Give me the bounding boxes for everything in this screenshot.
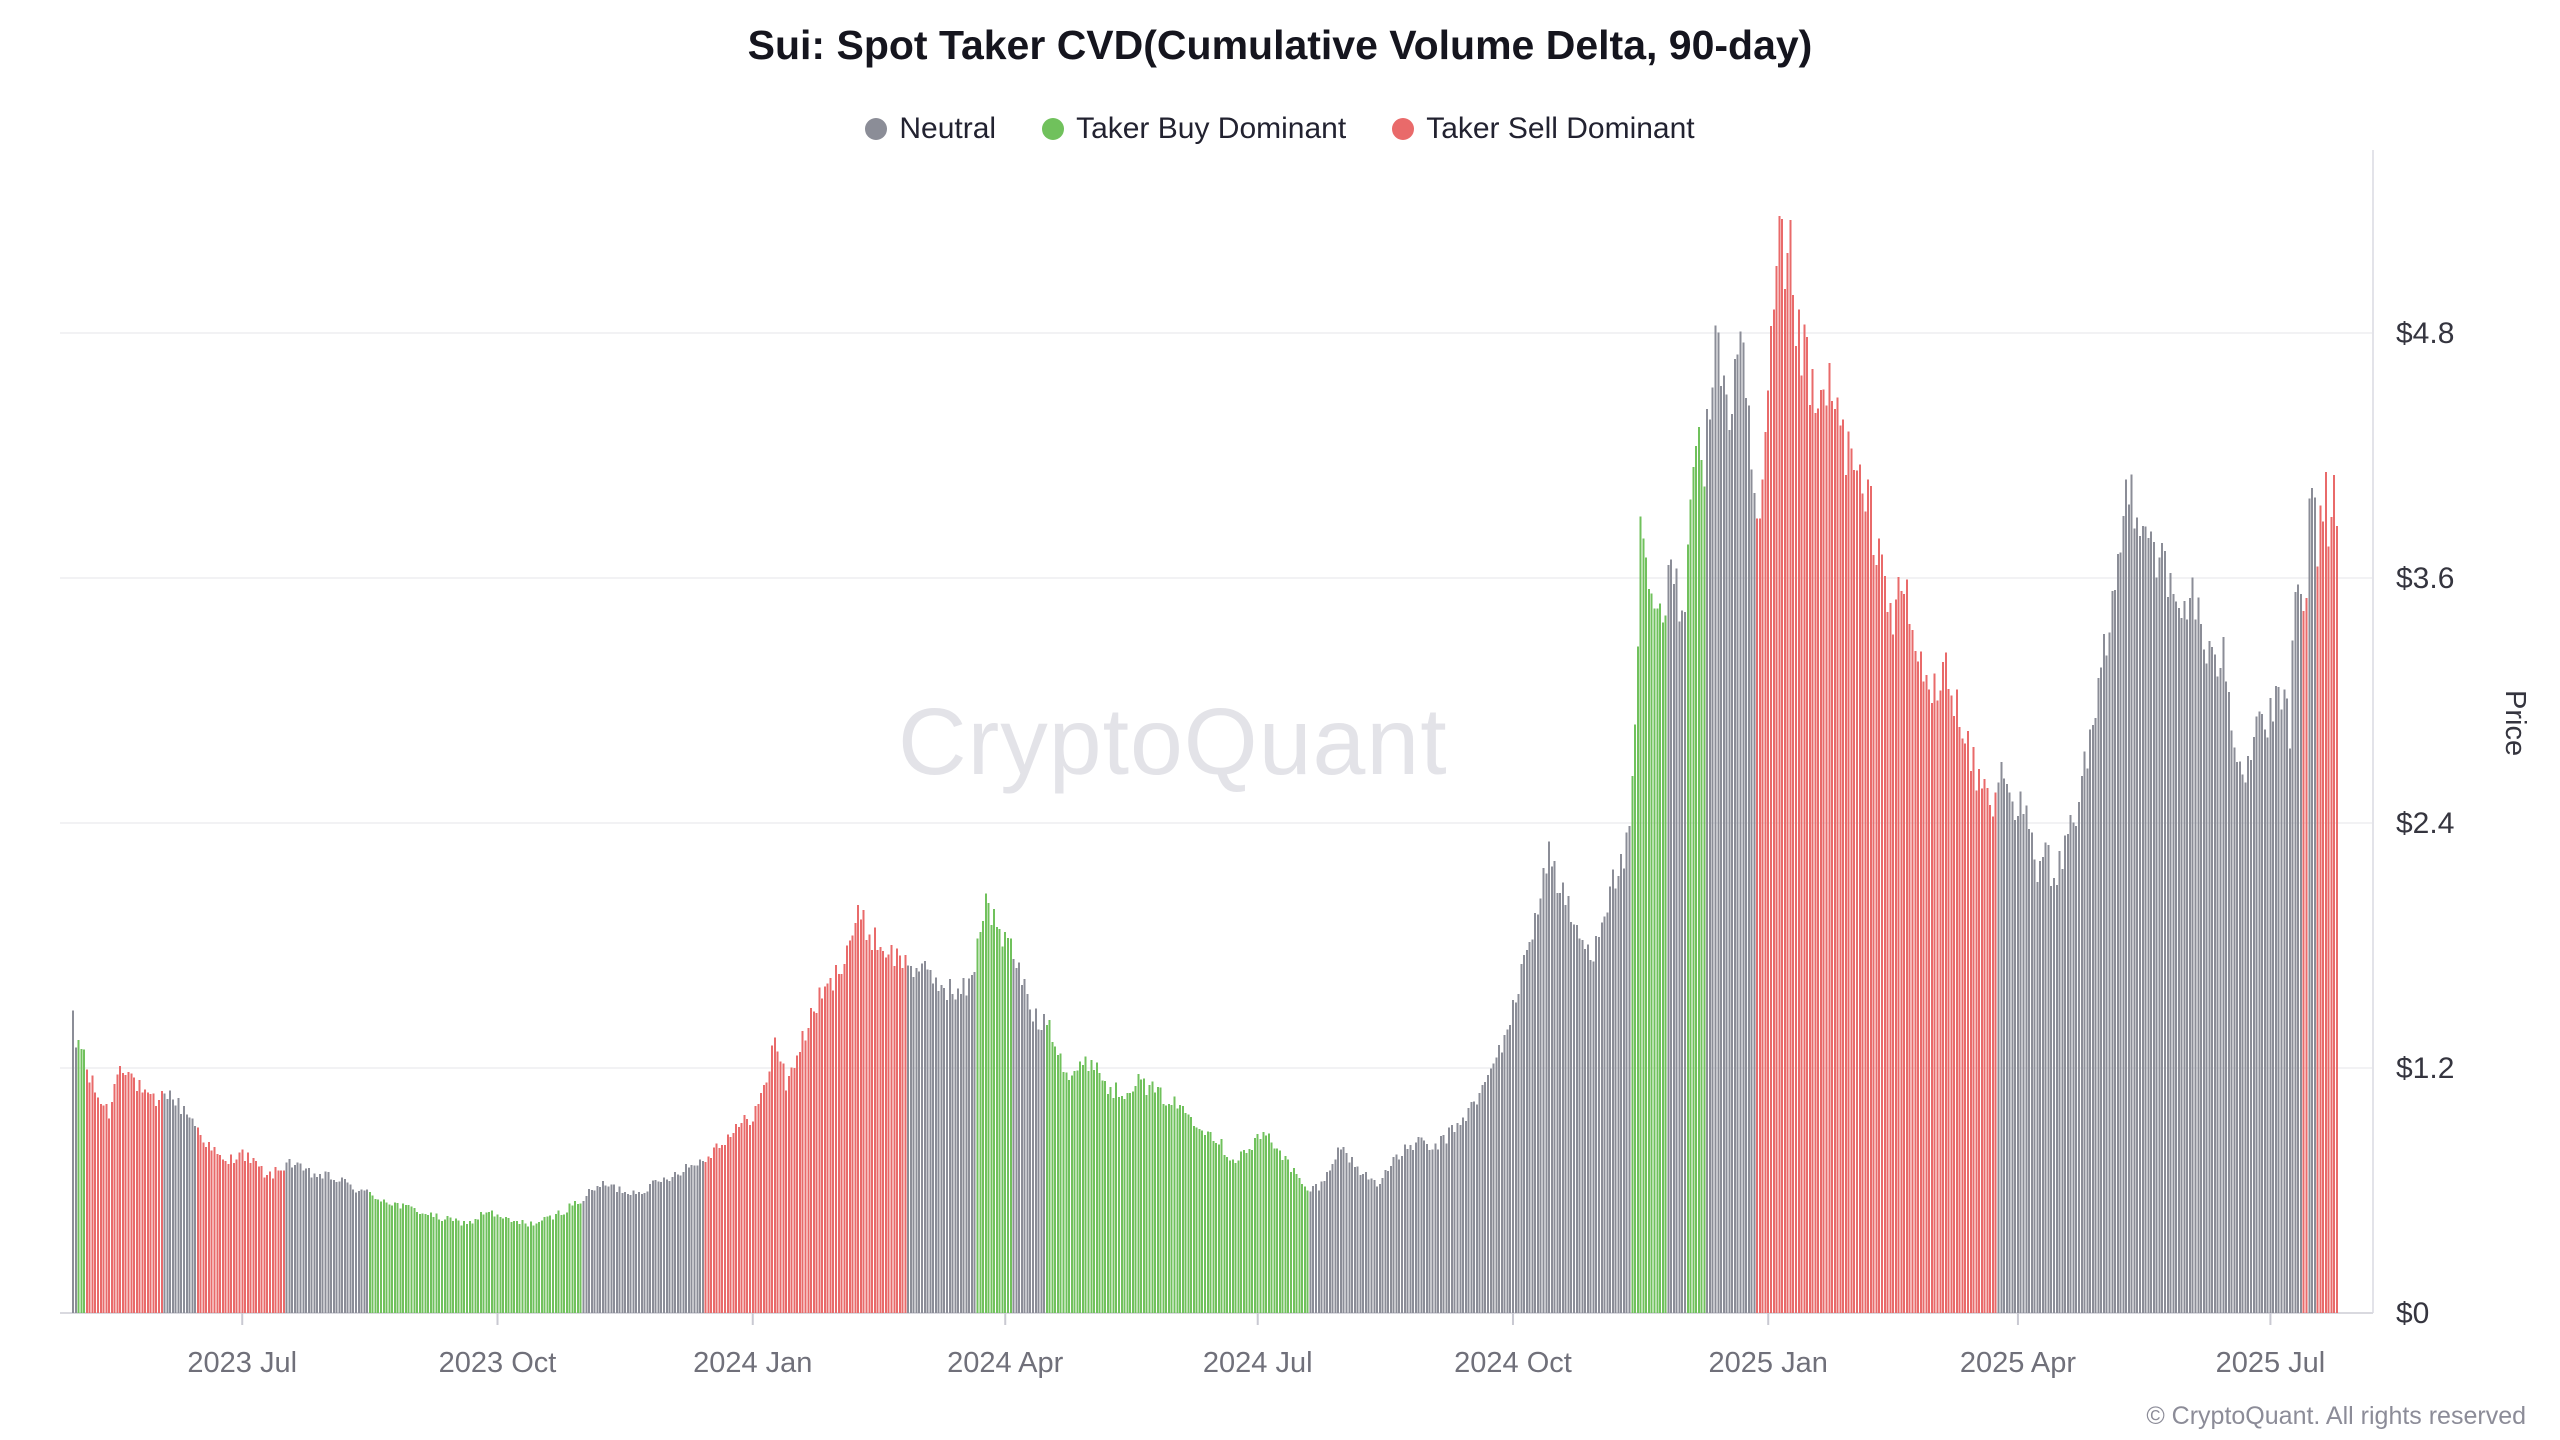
legend-dot-icon	[865, 118, 888, 140]
watermark: CryptoQuant	[898, 689, 1448, 795]
plot-area[interactable]	[72, 215, 2338, 1314]
x-tick-label: 2023 Oct	[439, 1347, 557, 1379]
legend-label: Taker Sell Dominant	[1426, 112, 1695, 145]
y-tick-label: $4.8	[2396, 317, 2454, 350]
y-tick-label: $1.2	[2396, 1052, 2454, 1085]
legend-label: Neutral	[899, 112, 997, 145]
x-tick-label: 2024 Jul	[1203, 1347, 1313, 1379]
y-tick-label: $2.4	[2396, 807, 2454, 840]
copyright-footer: © CryptoQuant. All rights reserved	[2146, 1402, 2526, 1430]
y-tick-label: $3.6	[2396, 562, 2454, 595]
y-tick-label: $0	[2396, 1297, 2429, 1330]
legend-item-taker-buy-dominant[interactable]: Taker Buy Dominant	[1042, 112, 1346, 146]
x-tick-label: 2024 Jan	[693, 1347, 812, 1379]
x-tick-label: 2025 Jul	[2216, 1347, 2326, 1379]
legend-dot-icon	[1042, 118, 1065, 140]
x-tick-label: 2023 Jul	[187, 1347, 297, 1379]
legend-dot-icon	[1392, 118, 1415, 140]
legend-item-neutral[interactable]: Neutral	[865, 112, 996, 146]
legend: Neutral Taker Buy Dominant Taker Sell Domi…	[0, 112, 2560, 146]
x-tick-label: 2024 Apr	[947, 1347, 1063, 1379]
legend-label: Taker Buy Dominant	[1076, 112, 1347, 145]
chart-title: Sui: Spot Taker CVD(Cumulative Volume De…	[747, 22, 1813, 68]
y-axis-title: Price	[2499, 690, 2531, 757]
x-tick-label: 2025 Jan	[1709, 1347, 1828, 1379]
legend-item-taker-sell-dominant[interactable]: Taker Sell Dominant	[1392, 112, 1695, 146]
x-tick-label: 2024 Oct	[1454, 1347, 1572, 1379]
x-tick-label: 2025 Apr	[1960, 1347, 2076, 1379]
